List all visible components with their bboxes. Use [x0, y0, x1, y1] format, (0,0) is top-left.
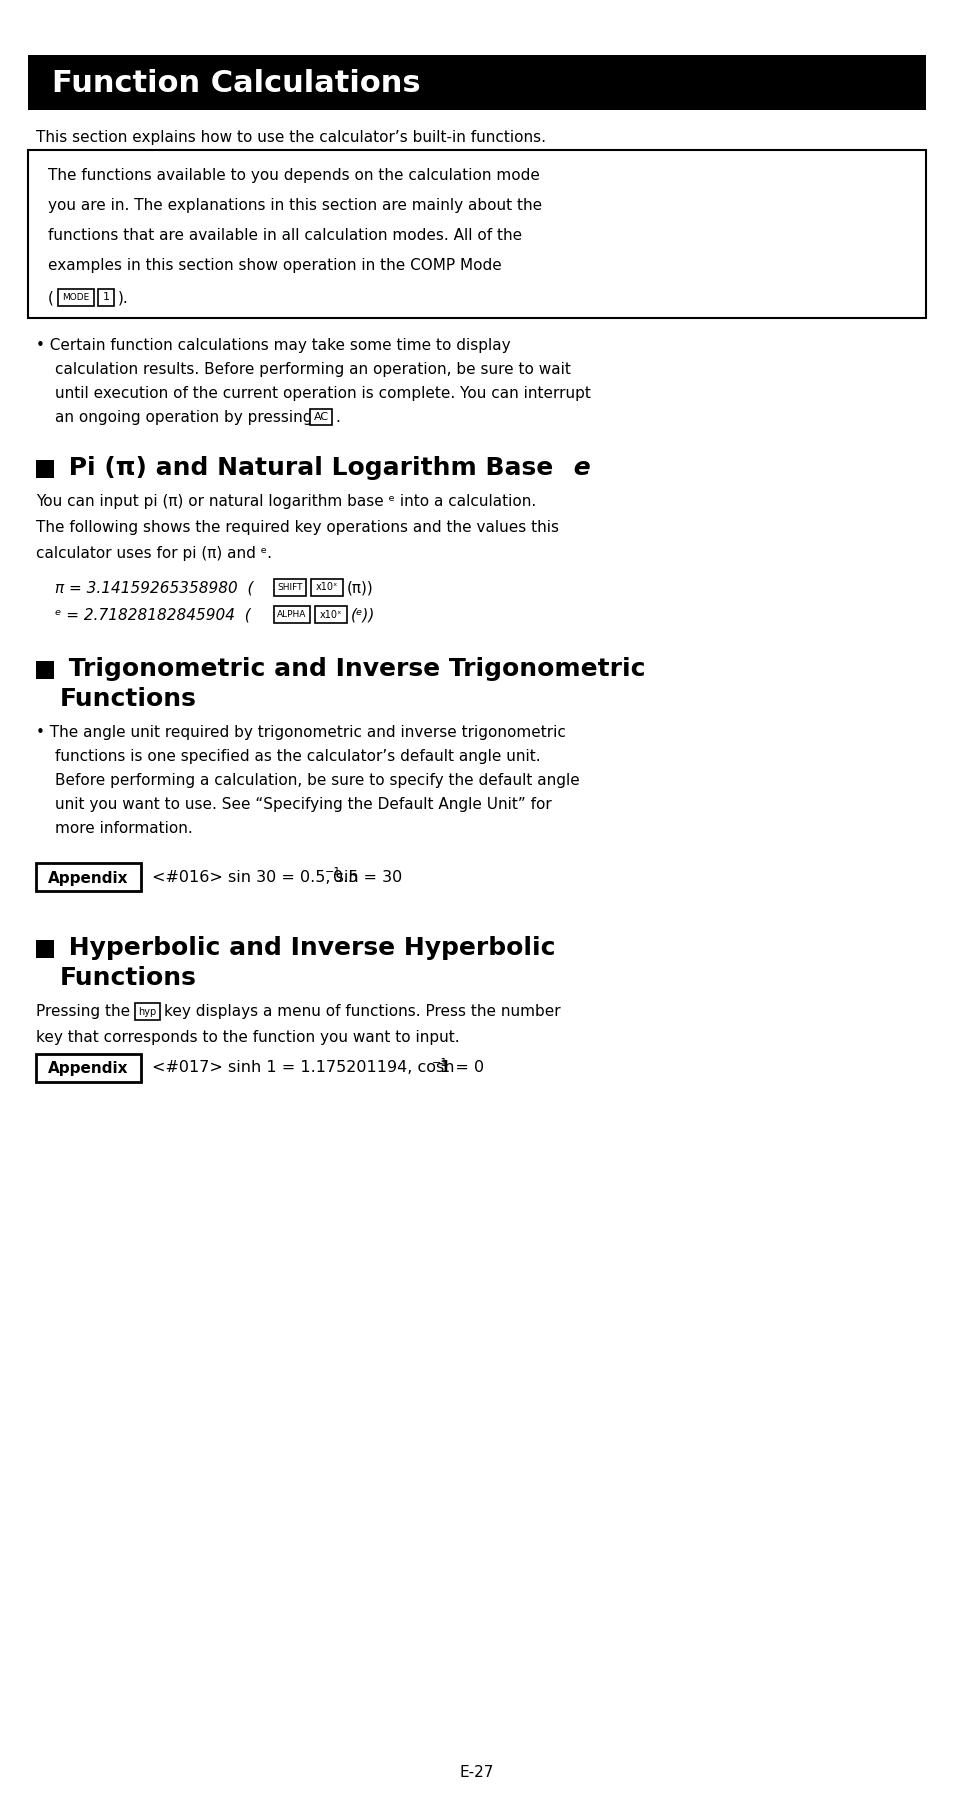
FancyBboxPatch shape: [314, 606, 347, 622]
Text: ).: ).: [118, 290, 129, 305]
Text: SHIFT: SHIFT: [277, 583, 302, 592]
Text: Pi (π) and Natural Logarithm Base: Pi (π) and Natural Logarithm Base: [60, 456, 553, 480]
Text: −1: −1: [325, 868, 341, 877]
FancyBboxPatch shape: [58, 289, 94, 307]
Text: 0.5 = 30: 0.5 = 30: [333, 870, 402, 884]
Text: (: (: [48, 290, 53, 305]
Text: This section explains how to use the calculator’s built-in functions.: This section explains how to use the cal…: [36, 130, 545, 144]
Text: <#016> sin 30 = 0.5, sin: <#016> sin 30 = 0.5, sin: [152, 870, 358, 884]
Text: calculator uses for pi (π) and ᵉ.: calculator uses for pi (π) and ᵉ.: [36, 547, 272, 561]
Text: Function Calculations: Function Calculations: [52, 69, 420, 97]
Text: Before performing a calculation, be sure to specify the default angle: Before performing a calculation, be sure…: [55, 772, 579, 788]
Text: you are in. The explanations in this section are mainly about the: you are in. The explanations in this sec…: [48, 198, 541, 213]
Bar: [36, 940, 54, 958]
Text: <#017> sinh 1 = 1.175201194, cosh: <#017> sinh 1 = 1.175201194, cosh: [152, 1061, 454, 1075]
Text: key displays a menu of functions. Press the number: key displays a menu of functions. Press …: [164, 1005, 560, 1019]
Text: hyp: hyp: [138, 1007, 156, 1016]
Text: (π)): (π)): [347, 581, 374, 595]
Text: π = 3.14159265358980  (: π = 3.14159265358980 (: [55, 581, 253, 595]
Text: Trigonometric and Inverse Trigonometric: Trigonometric and Inverse Trigonometric: [60, 657, 645, 680]
FancyBboxPatch shape: [28, 150, 925, 318]
Text: e: e: [564, 456, 590, 480]
Text: 1 = 0: 1 = 0: [439, 1061, 483, 1075]
Text: until execution of the current operation is complete. You can interrupt: until execution of the current operation…: [55, 386, 590, 400]
Text: • Certain function calculations may take some time to display: • Certain function calculations may take…: [36, 337, 510, 354]
Bar: [36, 460, 54, 478]
FancyBboxPatch shape: [311, 579, 343, 595]
Text: AC: AC: [314, 411, 328, 422]
FancyBboxPatch shape: [36, 1054, 141, 1082]
Text: Appendix: Appendix: [48, 1061, 128, 1077]
Text: The following shows the required key operations and the values this: The following shows the required key ope…: [36, 520, 558, 536]
Text: You can input pi (π) or natural logarithm base ᵉ into a calculation.: You can input pi (π) or natural logarith…: [36, 494, 536, 509]
Text: x10ˣ: x10ˣ: [315, 583, 337, 592]
Text: (ᵉ)): (ᵉ)): [351, 606, 375, 622]
Text: Functions: Functions: [60, 687, 196, 711]
Text: an ongoing operation by pressing: an ongoing operation by pressing: [55, 410, 313, 426]
FancyBboxPatch shape: [274, 606, 310, 622]
FancyBboxPatch shape: [36, 862, 141, 891]
Text: key that corresponds to the function you want to input.: key that corresponds to the function you…: [36, 1030, 459, 1045]
FancyBboxPatch shape: [274, 579, 306, 595]
Text: Hyperbolic and Inverse Hyperbolic: Hyperbolic and Inverse Hyperbolic: [60, 936, 555, 960]
Text: x10ˣ: x10ˣ: [319, 610, 342, 619]
Text: The functions available to you depends on the calculation mode: The functions available to you depends o…: [48, 168, 539, 182]
FancyBboxPatch shape: [28, 54, 925, 110]
Text: MODE: MODE: [62, 292, 90, 301]
Text: • The angle unit required by trigonometric and inverse trigonometric: • The angle unit required by trigonometr…: [36, 725, 565, 740]
Text: ᵉ = 2.71828182845904  (: ᵉ = 2.71828182845904 (: [55, 606, 251, 622]
FancyBboxPatch shape: [135, 1003, 160, 1019]
Bar: [36, 660, 54, 678]
FancyBboxPatch shape: [310, 410, 332, 426]
Text: calculation results. Before performing an operation, be sure to wait: calculation results. Before performing a…: [55, 363, 570, 377]
Text: E-27: E-27: [459, 1764, 494, 1781]
Text: ALPHA: ALPHA: [277, 610, 306, 619]
Text: more information.: more information.: [55, 821, 193, 835]
FancyBboxPatch shape: [98, 289, 113, 307]
Text: examples in this section show operation in the COMP Mode: examples in this section show operation …: [48, 258, 501, 272]
Text: −1: −1: [432, 1057, 448, 1068]
Text: functions is one specified as the calculator’s default angle unit.: functions is one specified as the calcul…: [55, 749, 540, 765]
Text: .: .: [335, 410, 339, 426]
Text: Functions: Functions: [60, 965, 196, 990]
Text: Pressing the: Pressing the: [36, 1005, 130, 1019]
Text: unit you want to use. See “Specifying the Default Angle Unit” for: unit you want to use. See “Specifying th…: [55, 797, 551, 812]
Text: 1: 1: [102, 292, 110, 303]
Text: Appendix: Appendix: [48, 871, 128, 886]
Text: functions that are available in all calculation modes. All of the: functions that are available in all calc…: [48, 227, 521, 244]
